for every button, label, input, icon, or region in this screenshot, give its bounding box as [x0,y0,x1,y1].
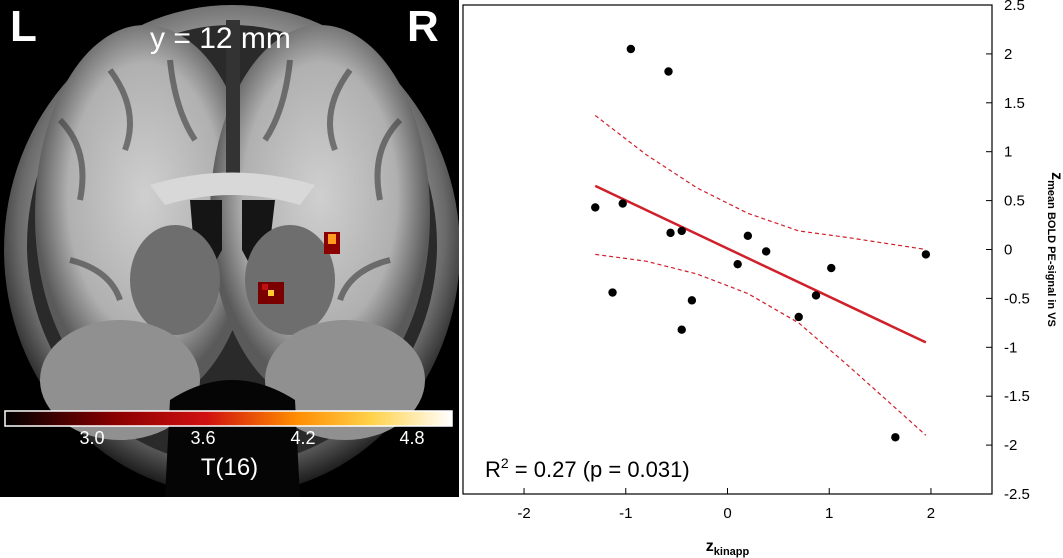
x-tick-label: 1 [825,505,833,522]
y-tick-label: 2.5 [1004,0,1025,14]
data-point [743,231,753,241]
colorbar [4,410,453,427]
data-point [608,288,617,297]
data-point [891,433,900,442]
scatter-chart: -2 -1 0 1 2 2.5 2 1.5 1 0.5 0 -0.5 -1 -1.5 -2 -2.5 zki… [462,0,1063,558]
x-tick-label: -1 [619,505,632,522]
midline-fissure [226,20,240,190]
colorbar-ticks: 3.0 3.6 4.2 4.8 [0,428,459,452]
colorbar-tick: 3.6 [190,428,216,448]
colorbar-tick: 4.8 [399,428,425,448]
left-hemisphere-label: L [10,2,37,51]
regression-line [594,184,927,344]
ci-upper-line [594,115,926,251]
x-tick-label: 0 [723,505,731,522]
ci-lower-line [595,253,927,436]
x-axis-label: zkinapp [706,538,750,558]
data-point [921,250,931,259]
y-tick-label: -0.5 [1004,290,1030,307]
y-tick-label: -1 [1004,339,1017,356]
y-tick-label: 0 [1004,242,1012,259]
y-tick-label: -2 [1004,437,1017,454]
r-squared-annotation: R2 = 0.27 (p = 0.031) [485,455,690,482]
colorbar-tick: 4.2 [290,428,316,448]
y-tick-label: -1.5 [1004,388,1030,405]
right-hemisphere-label: R [407,2,439,51]
data-point [733,259,742,269]
data-point [626,44,636,54]
brain-panel: L R y = 12 mm 3.0 3.6 4.2 4.8 T(16) [0,0,459,497]
x-tick-label: 2 [927,505,935,522]
data-point [664,67,673,76]
data-point [761,247,771,256]
y-tick-label: -2.5 [1004,486,1030,503]
data-point [811,291,821,300]
data-point [677,226,686,236]
data-point [827,263,836,273]
scatter-chart-panel: -2 -1 0 1 2 2.5 2 1.5 1 0.5 0 -0.5 -1 -1.5 -2 -2.5 zki… [459,0,1063,558]
data-point [687,296,697,305]
y-axis-label: zmean BOLD PE-signal in VS [1045,172,1063,327]
slice-coordinate-label: y = 12 mm [150,22,291,55]
y-tick-label: 2 [1004,46,1012,63]
brain-image [4,5,459,497]
y-tick-label: 1 [1004,144,1012,161]
data-point [794,312,803,322]
data-point [618,199,627,208]
y-tick-label: 0.5 [1004,193,1025,210]
data-point [677,325,686,334]
x-tick-label: -2 [517,505,530,522]
colorbar-title: T(16) [200,454,259,481]
data-point [591,203,600,212]
data-point [666,228,675,238]
y-tick-label: 1.5 [1004,95,1025,112]
colorbar-tick: 3.0 [79,428,105,448]
